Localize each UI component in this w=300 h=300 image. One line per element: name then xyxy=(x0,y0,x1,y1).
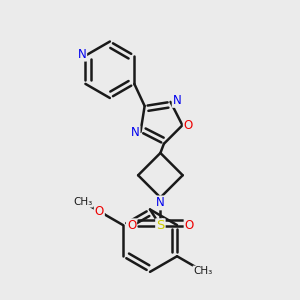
Text: S: S xyxy=(156,219,165,232)
Text: CH₃: CH₃ xyxy=(74,197,93,207)
Text: CH₃: CH₃ xyxy=(193,266,212,276)
Text: N: N xyxy=(173,94,182,107)
Text: N: N xyxy=(131,126,140,139)
Text: O: O xyxy=(95,205,104,218)
Text: N: N xyxy=(77,48,86,61)
Text: O: O xyxy=(127,219,136,232)
Text: O: O xyxy=(184,119,193,132)
Text: O: O xyxy=(184,219,194,232)
Text: N: N xyxy=(156,196,165,209)
